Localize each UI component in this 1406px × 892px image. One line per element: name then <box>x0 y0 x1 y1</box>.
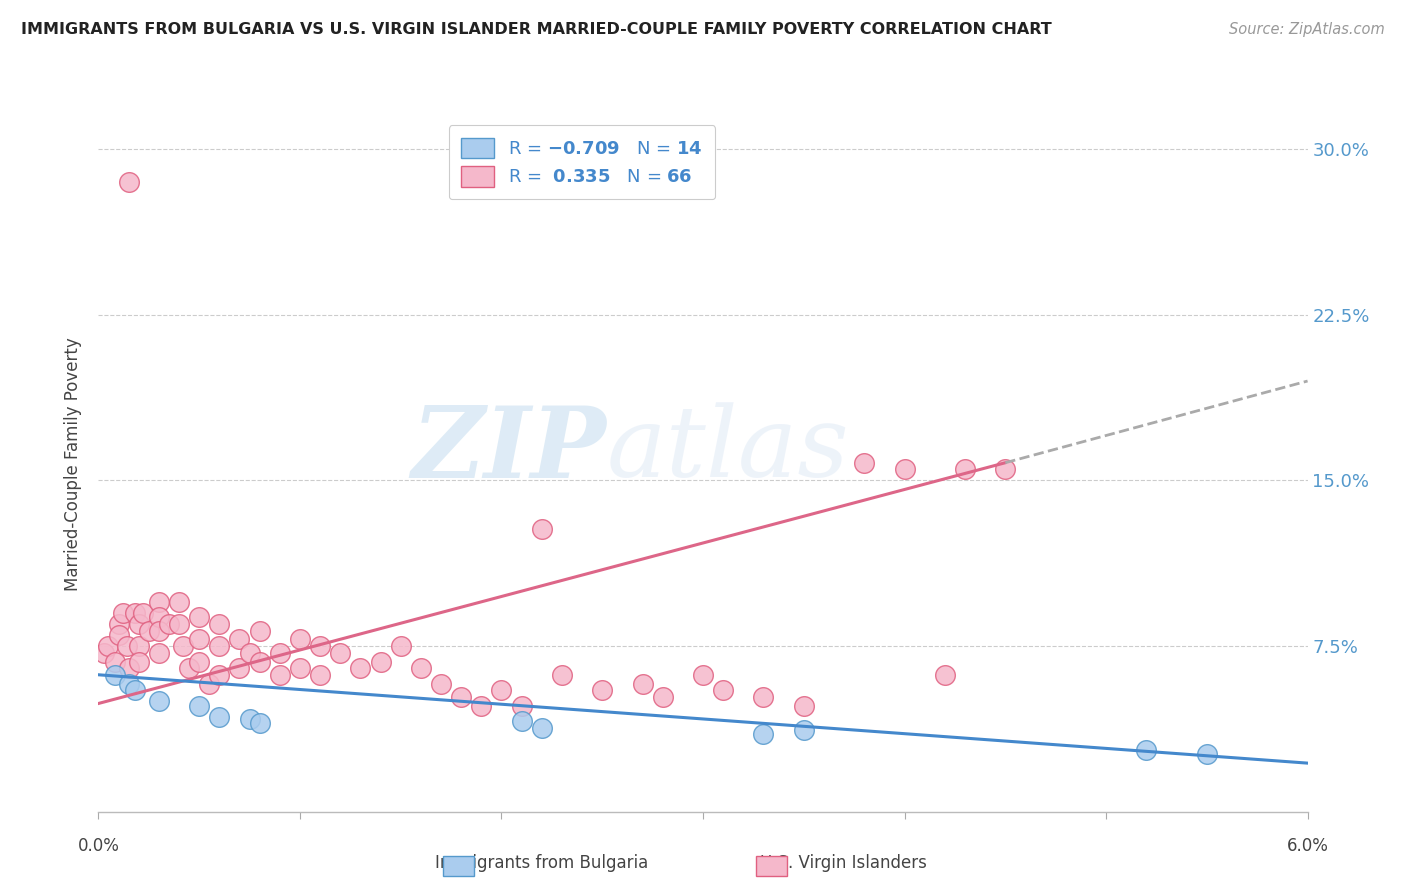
Point <box>631 676 654 690</box>
Point <box>118 661 141 675</box>
Point <box>188 610 211 624</box>
Point <box>228 661 250 675</box>
Point <box>93 646 115 660</box>
Point <box>179 661 201 675</box>
Point <box>370 655 392 669</box>
Point <box>124 606 146 620</box>
Point <box>288 661 311 675</box>
Point <box>953 462 976 476</box>
Point <box>349 661 371 675</box>
Point <box>1195 747 1218 762</box>
Point <box>793 723 815 737</box>
Point <box>132 606 155 620</box>
Point <box>491 683 513 698</box>
Text: IMMIGRANTS FROM BULGARIA VS U.S. VIRGIN ISLANDER MARRIED-COUPLE FAMILY POVERTY C: IMMIGRANTS FROM BULGARIA VS U.S. VIRGIN … <box>21 22 1052 37</box>
Point <box>591 683 613 698</box>
Point <box>409 661 432 675</box>
Point <box>172 639 194 653</box>
Point <box>893 462 915 476</box>
Point <box>167 617 190 632</box>
Point <box>188 698 211 713</box>
Text: ZIP: ZIP <box>412 401 606 498</box>
Point <box>309 667 332 681</box>
Point <box>188 655 211 669</box>
Point <box>239 646 262 660</box>
Point <box>208 667 231 681</box>
Point <box>118 676 141 690</box>
Text: atlas: atlas <box>606 402 849 498</box>
Point <box>228 632 250 647</box>
Point <box>115 639 138 653</box>
Point <box>188 632 211 647</box>
Point <box>249 716 271 731</box>
Point <box>128 617 150 632</box>
Point <box>249 655 271 669</box>
Point <box>208 639 231 653</box>
Point <box>118 175 141 189</box>
Y-axis label: Married-Couple Family Poverty: Married-Couple Family Poverty <box>65 337 83 591</box>
Point <box>148 610 170 624</box>
Point <box>103 667 125 681</box>
Point <box>934 667 956 681</box>
Text: Immigrants from Bulgaria: Immigrants from Bulgaria <box>434 855 648 872</box>
Text: 6.0%: 6.0% <box>1286 837 1329 855</box>
Point <box>269 646 291 660</box>
Point <box>510 714 533 728</box>
Text: Source: ZipAtlas.com: Source: ZipAtlas.com <box>1229 22 1385 37</box>
Point <box>430 676 453 690</box>
Point <box>239 712 262 726</box>
Point <box>148 646 170 660</box>
Point <box>510 698 533 713</box>
Point <box>157 617 180 632</box>
Point <box>1135 743 1157 757</box>
Point <box>752 690 775 704</box>
Point <box>107 628 129 642</box>
Point <box>470 698 492 713</box>
Point <box>138 624 160 638</box>
Point <box>208 710 231 724</box>
Point <box>853 456 876 470</box>
Point <box>124 683 146 698</box>
Point <box>450 690 472 704</box>
Point <box>288 632 311 647</box>
Point <box>329 646 352 660</box>
Point <box>148 595 170 609</box>
Point <box>309 639 332 653</box>
Point <box>107 617 129 632</box>
Point <box>793 698 815 713</box>
Text: 0.0%: 0.0% <box>77 837 120 855</box>
Point <box>111 606 134 620</box>
Point <box>389 639 412 653</box>
Point <box>692 667 714 681</box>
Point <box>651 690 673 704</box>
Point <box>711 683 734 698</box>
Point <box>198 676 221 690</box>
Point <box>128 655 150 669</box>
Point <box>530 721 553 735</box>
Point <box>551 667 574 681</box>
Point <box>752 727 775 741</box>
Point <box>249 624 271 638</box>
Point <box>994 462 1017 476</box>
Point <box>148 694 170 708</box>
Point <box>128 639 150 653</box>
Point <box>530 522 553 536</box>
Point <box>167 595 190 609</box>
Point <box>148 624 170 638</box>
Text: U.S. Virgin Islanders: U.S. Virgin Islanders <box>761 855 927 872</box>
Point <box>269 667 291 681</box>
Point <box>103 655 125 669</box>
Legend: R = $\mathbf{-0.709}$   N = $\mathbf{14}$, R =  $\mathbf{0.335}$   N = $\mathbf{: R = $\mathbf{-0.709}$ N = $\mathbf{14}$,… <box>449 125 716 199</box>
Point <box>208 617 231 632</box>
Point <box>97 639 120 653</box>
